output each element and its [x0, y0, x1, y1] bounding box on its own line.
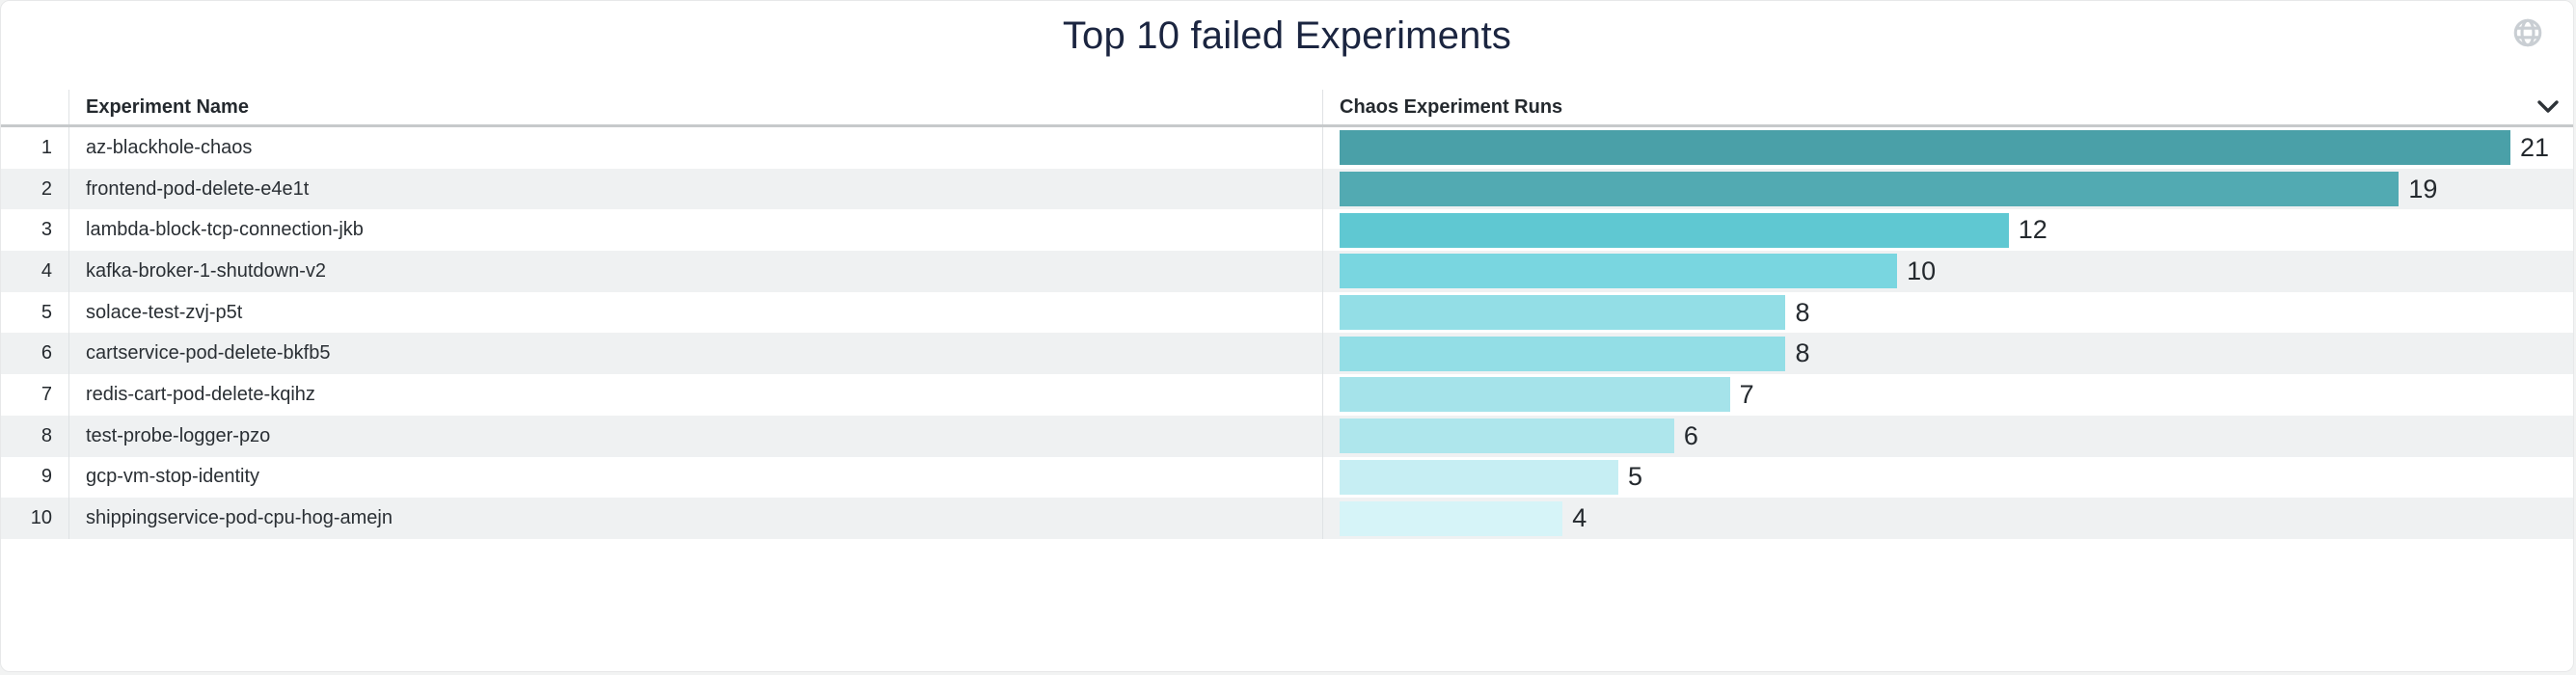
experiment-runs-cell: 19 — [1323, 169, 2573, 210]
table-body: 1 az-blackhole-chaos 21 2 frontend-pod-delet… — [1, 127, 2573, 539]
bar — [1340, 459, 1619, 495]
bar — [1340, 418, 1674, 454]
bar-value-label: 10 — [1907, 256, 1937, 285]
experiment-name-cell: cartservice-pod-delete-bkfb5 — [69, 333, 1323, 375]
panel-title: Top 10 failed Experiments — [1062, 14, 1512, 57]
row-rank: 2 — [1, 168, 69, 210]
experiment-runs-cell: 8 — [1323, 292, 2573, 334]
bar — [1340, 212, 2009, 248]
experiment-runs-cell: 7 — [1323, 374, 2573, 416]
chevron-down-icon[interactable] — [2536, 99, 2560, 115]
table-row: 4 kafka-broker-1-shutdown-v2 10 — [1, 251, 2573, 292]
bar — [1340, 336, 1786, 371]
bar — [1340, 295, 1786, 331]
experiment-runs-cell: 4 — [1323, 498, 2573, 539]
bar-value-label: 5 — [1628, 462, 1643, 492]
table-row: 6 cartservice-pod-delete-bkfb5 8 — [1, 333, 2573, 375]
experiment-name-cell: gcp-vm-stop-identity — [69, 456, 1323, 499]
table-row: 1 az-blackhole-chaos 21 — [1, 127, 2573, 169]
table-row: 7 redis-cart-pod-delete-kqihz 7 — [1, 374, 2573, 416]
bar — [1340, 254, 1898, 289]
bar-value-label: 19 — [2408, 174, 2438, 203]
row-rank: 5 — [1, 291, 69, 334]
bar — [1340, 377, 1730, 413]
row-rank: 4 — [1, 251, 69, 292]
bar-value-label: 12 — [2018, 215, 2047, 245]
table-row: 8 test-probe-logger-pzo 6 — [1, 415, 2573, 457]
column-header-chaos-experiment-runs[interactable]: Chaos Experiment Runs — [1340, 95, 1563, 118]
bar — [1340, 172, 2400, 207]
experiment-runs-cell: 12 — [1323, 209, 2573, 251]
row-rank: 9 — [1, 456, 69, 499]
row-rank: 1 — [1, 127, 69, 169]
experiment-name-cell: shippingservice-pod-cpu-hog-amejn — [69, 498, 1323, 539]
experiment-name-cell: solace-test-zvj-p5t — [69, 291, 1323, 334]
column-header-experiment-name[interactable]: Experiment Name — [69, 90, 1323, 124]
experiment-name-cell: lambda-block-tcp-connection-jkb — [69, 209, 1323, 252]
bar-value-label: 4 — [1572, 503, 1587, 533]
bar-value-label: 6 — [1683, 420, 1698, 450]
rank-column-header — [1, 90, 69, 124]
row-rank: 7 — [1, 374, 69, 416]
bar-value-label: 8 — [1795, 338, 1810, 368]
table-row: 5 solace-test-zvj-p5t 8 — [1, 291, 2573, 334]
row-rank: 3 — [1, 209, 69, 252]
experiment-name-cell: frontend-pod-delete-e4e1t — [69, 168, 1323, 210]
experiment-name-cell: kafka-broker-1-shutdown-v2 — [69, 251, 1323, 292]
row-rank: 10 — [1, 498, 69, 539]
experiment-runs-cell: 6 — [1323, 416, 2573, 457]
bar-value-label: 7 — [1739, 379, 1754, 409]
experiment-name-cell: redis-cart-pod-delete-kqihz — [69, 374, 1323, 416]
row-rank: 6 — [1, 333, 69, 375]
table-row: 10 shippingservice-pod-cpu-hog-amejn 4 — [1, 498, 2573, 539]
row-rank: 8 — [1, 415, 69, 457]
table-row: 9 gcp-vm-stop-identity 5 — [1, 456, 2573, 499]
experiment-runs-cell: 10 — [1323, 251, 2573, 292]
bar — [1340, 500, 1563, 536]
table-header-row: Experiment Name Chaos Experiment Runs — [1, 90, 2573, 127]
bar-value-label: 21 — [2520, 132, 2550, 162]
table-row: 3 lambda-block-tcp-connection-jkb 12 — [1, 209, 2573, 252]
experiment-name-cell: test-probe-logger-pzo — [69, 415, 1323, 457]
globe-icon[interactable] — [2511, 16, 2544, 49]
experiment-runs-cell: 8 — [1323, 333, 2573, 374]
table-row: 2 frontend-pod-delete-e4e1t 19 — [1, 168, 2573, 210]
experiment-runs-cell: 5 — [1323, 457, 2573, 499]
bar-value-label: 8 — [1795, 297, 1810, 327]
experiment-runs-cell: 21 — [1323, 127, 2573, 169]
experiment-name-cell: az-blackhole-chaos — [69, 127, 1323, 169]
panel-title-bar: Top 10 failed Experiments — [1, 1, 2573, 90]
bar — [1340, 130, 2510, 166]
